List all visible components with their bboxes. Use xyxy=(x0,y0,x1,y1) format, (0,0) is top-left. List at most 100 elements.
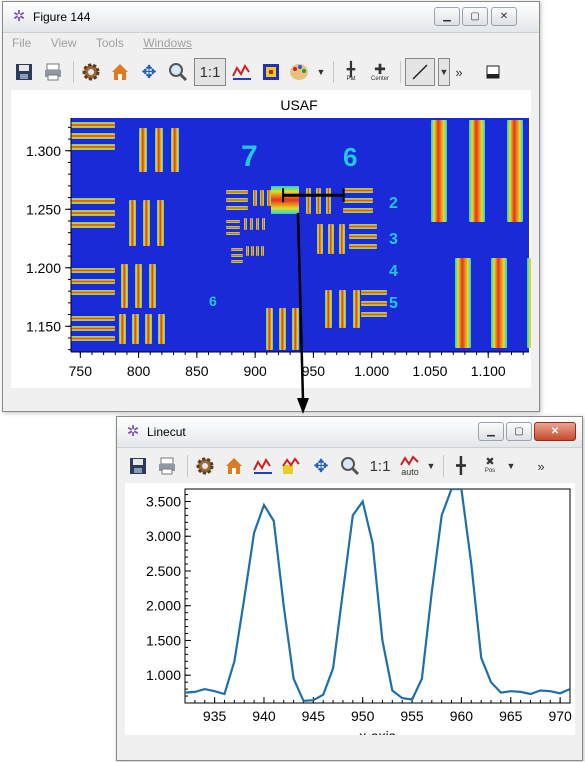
save-icon[interactable] xyxy=(11,59,37,85)
x-tick-label: 950 xyxy=(302,363,326,379)
usaf-group-number: 7 xyxy=(241,140,258,173)
linecut-titlebar[interactable]: ✲ Linecut ▁ ▢ ✕ xyxy=(117,417,582,448)
usaf-image-plot[interactable]: USAF 7 6 2 3 4 5 6 750 800 850 900 950 1.000 1.050 1.… xyxy=(11,90,543,388)
usaf-bar xyxy=(349,234,377,239)
figure-titlebar[interactable]: ✲ Figure 144 ▁ ▢ ✕ xyxy=(3,2,539,33)
minimize-button[interactable]: ▁ xyxy=(478,422,504,441)
linecut-image-tool-icon[interactable] xyxy=(279,453,305,479)
x-tick-label: 850 xyxy=(185,363,209,379)
usaf-bar xyxy=(361,312,387,317)
dock-panel-icon[interactable] xyxy=(480,59,506,85)
zoom-icon[interactable] xyxy=(337,453,363,479)
figure-status-bar xyxy=(4,392,538,410)
usaf-bar xyxy=(226,232,240,235)
center-crosshair-button[interactable]: ✚ Center xyxy=(370,60,389,82)
draw-line-tool-icon[interactable] xyxy=(405,58,435,86)
settings-gear-icon[interactable] xyxy=(192,453,218,479)
menu-tools[interactable]: Tools xyxy=(95,36,124,50)
linecut-tool-icon[interactable] xyxy=(229,59,255,85)
usaf-bar xyxy=(250,218,253,230)
usaf-bar xyxy=(317,224,323,254)
menu-file[interactable]: File xyxy=(12,36,32,50)
usaf-bar xyxy=(231,260,243,263)
home-icon[interactable] xyxy=(107,59,133,85)
linecut-tool-icon[interactable] xyxy=(250,453,276,479)
usaf-bar xyxy=(328,224,334,254)
usaf-bar xyxy=(71,144,115,150)
usaf-bar xyxy=(469,120,485,222)
toolbar-separator xyxy=(333,61,334,83)
x-tick-label: 970 xyxy=(548,708,572,724)
usaf-square xyxy=(271,186,299,214)
x-axis-label: x-axis xyxy=(359,728,396,735)
usaf-bar xyxy=(361,290,387,295)
usaf-bar xyxy=(71,290,115,295)
pan-arrows-icon[interactable]: ✥ xyxy=(141,61,157,82)
x-tick-label: 800 xyxy=(127,363,151,379)
print-icon[interactable] xyxy=(154,453,180,479)
usaf-group-number: 6 xyxy=(343,142,357,172)
usaf-bar xyxy=(226,190,248,194)
position-dropdown-arrow[interactable]: ▼ xyxy=(506,461,516,471)
toolbar-overflow-button[interactable]: » xyxy=(455,64,463,80)
usaf-bar xyxy=(129,200,136,246)
position-marker-button[interactable]: ✖ Pos xyxy=(484,456,496,475)
menu-windows[interactable]: Windows xyxy=(143,36,192,50)
palette-icon[interactable] xyxy=(287,59,313,85)
usaf-group-number: 2 xyxy=(389,195,398,212)
colormap-image-icon[interactable] xyxy=(258,59,284,85)
one-to-one-button[interactable]: 1:1 xyxy=(194,58,226,86)
maximize-button[interactable]: ▢ xyxy=(462,7,488,26)
usaf-bar xyxy=(339,224,345,254)
settings-gear-icon[interactable] xyxy=(78,59,104,85)
usaf-bar xyxy=(71,336,115,341)
chart-frame xyxy=(184,488,571,704)
y-tick-label: 2.000 xyxy=(146,598,181,614)
usaf-bar xyxy=(343,198,373,203)
figure-plot-area: USAF 7 6 2 3 4 5 6 750 800 850 900 950 1.000 1.050 1.… xyxy=(11,90,543,388)
usaf-group-number: 6 xyxy=(209,293,217,309)
pat-label: Pat xyxy=(346,75,356,82)
app-logo-icon: ✲ xyxy=(126,423,140,440)
usaf-bar xyxy=(157,200,164,246)
plot-title: USAF xyxy=(280,97,317,113)
usaf-bar xyxy=(226,198,248,202)
toolbar-separator xyxy=(73,61,74,83)
usaf-bar xyxy=(244,218,247,230)
usaf-bar xyxy=(491,258,507,348)
print-icon[interactable] xyxy=(40,59,66,85)
auto-scale-dropdown-arrow[interactable]: ▼ xyxy=(426,461,436,471)
save-icon[interactable] xyxy=(125,453,151,479)
marker-crosshair-icon[interactable]: ╋ xyxy=(456,458,466,475)
y-tick-label: 3.000 xyxy=(146,528,181,544)
x-tick-label: 960 xyxy=(450,708,474,724)
one-to-one-button[interactable]: 1:1 xyxy=(369,457,391,475)
line-tool-dropdown-arrow[interactable]: ▼ xyxy=(438,58,450,86)
minimize-button[interactable]: ▁ xyxy=(434,7,460,26)
usaf-bar xyxy=(171,128,179,172)
x-tick-label: 945 xyxy=(302,708,326,724)
x-tick-label: 955 xyxy=(400,708,424,724)
linecut-line-chart[interactable]: 935 940 945 950 955 960 965 970 3.500 3.000 2.500 2… xyxy=(125,483,575,744)
maximize-button[interactable]: ▢ xyxy=(506,422,532,441)
y-tick-label: 1.500 xyxy=(146,632,181,648)
zoom-icon[interactable] xyxy=(165,59,191,85)
home-icon[interactable] xyxy=(221,453,247,479)
auto-scale-button[interactable]: auto xyxy=(397,453,423,479)
x-tick-label: 900 xyxy=(243,363,267,379)
menu-view[interactable]: View xyxy=(50,36,77,50)
toolbar-separator xyxy=(443,455,444,477)
linecut-window: ✲ Linecut ▁ ▢ ✕ ✥ 1:1 auto ▼ ╋ ✖ Pos ▼ » … xyxy=(116,416,583,761)
usaf-bar xyxy=(132,314,139,344)
toolbar-overflow-button[interactable]: » xyxy=(537,458,545,474)
palette-dropdown-arrow[interactable]: ▼ xyxy=(316,67,326,77)
usaf-bar xyxy=(266,308,273,350)
close-button[interactable]: ✕ xyxy=(534,422,576,441)
usaf-bar xyxy=(71,268,115,273)
pattern-crosshair-button[interactable]: ╋ Pat xyxy=(346,60,356,82)
usaf-bar xyxy=(119,314,126,344)
close-button[interactable]: ✕ xyxy=(491,7,517,26)
x-tick-label: 950 xyxy=(351,708,375,724)
pan-arrows-icon[interactable]: ✥ xyxy=(313,455,329,476)
